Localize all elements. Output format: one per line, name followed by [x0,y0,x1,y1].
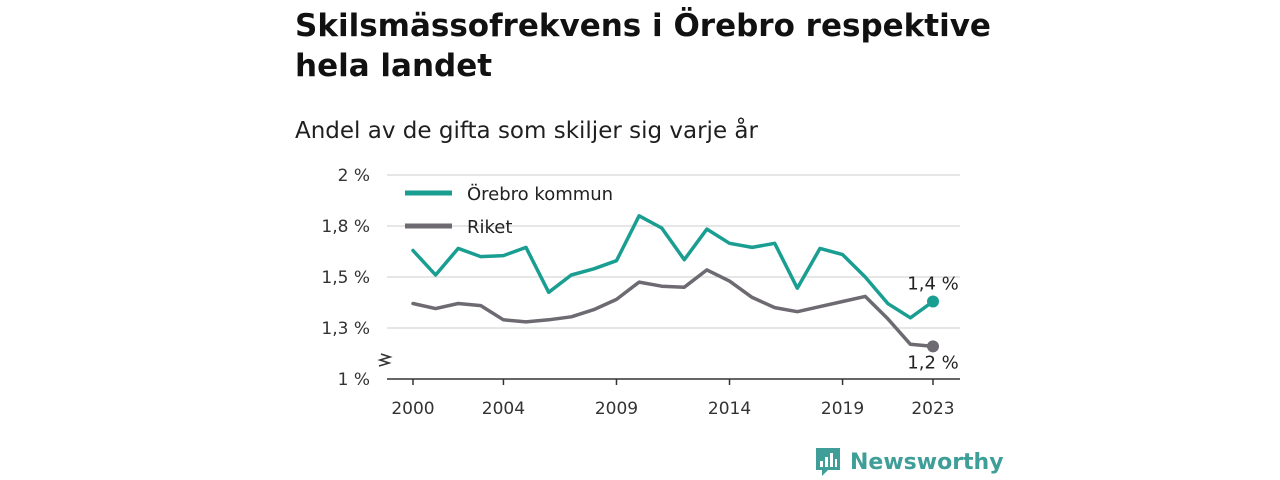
brand-name: Newsworthy [850,449,1004,475]
y-tick-label: 1,5 % [321,268,370,288]
series-line-0 [411,214,935,320]
series-lines: 1,4 % 1,2 % [411,214,959,373]
newsworthy-logo-icon [816,448,840,476]
x-tick-label: 2023 [911,399,954,419]
newsworthy-brand: Newsworthy [815,445,1004,479]
y-tick-label: 1,8 % [321,217,370,237]
x-tick-label: 2009 [595,399,638,419]
legend-label: Riket [467,217,512,238]
chart-title: Skilsmässofrekvens i Örebro respektive h… [295,8,991,84]
gridlines [387,174,960,329]
y-tick-label: 2 % [338,166,370,186]
x-tick-label: 2000 [391,399,434,419]
end-value-label: 1,4 % [907,273,958,294]
axis-break-icon [377,353,393,367]
y-tick-label: 1 % [338,370,370,390]
x-tick-label: 2004 [482,399,525,419]
legend-label: Örebro kommun [467,183,613,205]
end-point-marker [927,295,939,308]
axes: 1 % 1,3 % 1,5 % 1,8 % 2 % 2000 2004 2009 2014 201… [321,166,960,419]
end-point-marker [927,340,939,353]
y-tick-label: 1,3 % [321,319,370,339]
end-value-label: 1,2 % [907,352,958,373]
chart-subtitle: Andel av de gifta som skiljer sig varje … [295,118,758,144]
x-tick-label: 2014 [708,399,751,419]
legend: Örebro kommun Riket [405,183,613,238]
x-tick-label: 2019 [821,399,864,419]
series-line-1 [411,268,935,349]
